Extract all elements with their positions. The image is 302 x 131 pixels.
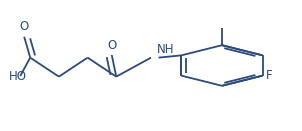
Text: NH: NH [156,43,174,56]
Text: O: O [20,20,29,33]
Text: F: F [266,69,273,82]
Text: HO: HO [9,70,27,83]
Text: O: O [107,39,116,52]
